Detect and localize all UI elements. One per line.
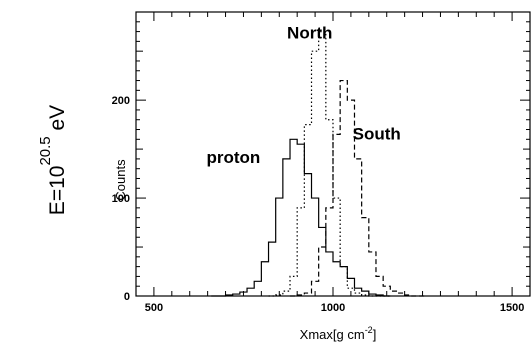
y-axis-title: Counts <box>113 159 128 201</box>
axes-layer: 500 1000 1500 0 100 200 <box>112 11 531 314</box>
x-tick-label: 500 <box>145 302 163 314</box>
series-line-north <box>268 30 391 297</box>
x-axis-title: Xmax[g cm-2] <box>300 325 377 342</box>
y-tick-label: 0 <box>124 291 130 303</box>
energy-label: E=1020.5 eV <box>37 105 69 215</box>
annotation-north: North <box>287 23 332 42</box>
y-tick-label: 200 <box>112 95 130 107</box>
series-line-south <box>290 79 427 297</box>
series-layer: North South proton <box>207 23 427 297</box>
annotation-proton: proton <box>207 148 261 167</box>
annotation-south: South <box>353 124 401 143</box>
series-line-proton <box>211 138 391 297</box>
x-tick-label: 1500 <box>500 302 524 314</box>
x-tick-label: 1000 <box>321 302 345 314</box>
y-tick-label: 100 <box>112 193 130 205</box>
